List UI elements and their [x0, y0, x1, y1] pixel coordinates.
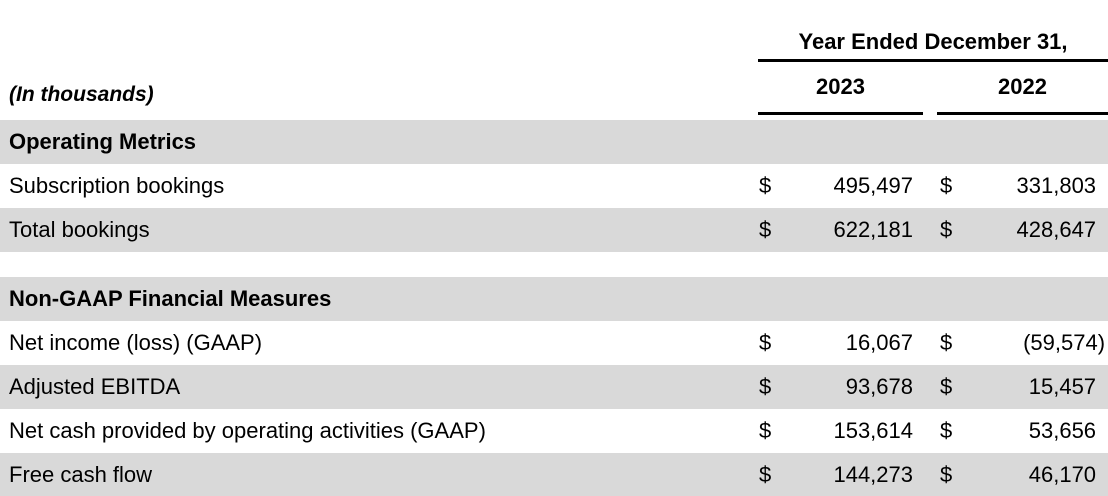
- row-label: Subscription bookings: [9, 173, 225, 198]
- currency-symbol: $: [758, 208, 792, 252]
- value-2023: 16,067: [845, 330, 913, 355]
- year-2023-header: 2023: [758, 60, 923, 115]
- section-title: Non-GAAP Financial Measures: [0, 277, 1108, 321]
- value-2022: 331,803: [1016, 173, 1097, 198]
- column-gap: [923, 453, 937, 496]
- units-label: (In thousands): [9, 82, 154, 106]
- column-gap: [923, 61, 937, 114]
- value-2023: 93,678: [792, 365, 923, 409]
- value-2023: 622,181: [792, 208, 923, 252]
- column-gap: [923, 164, 937, 208]
- section-header-operating-metrics: Operating Metrics: [0, 120, 1108, 164]
- value-2022: (59,574): [1023, 330, 1106, 355]
- row-label: Free cash flow: [0, 453, 758, 496]
- currency-symbol: $: [937, 208, 971, 252]
- currency-symbol: $: [759, 173, 772, 198]
- currency-symbol: $: [940, 330, 953, 355]
- value-2023: 495,497: [833, 173, 913, 198]
- column-gap: [923, 321, 937, 365]
- period-header: Year Ended December 31,: [758, 0, 1108, 62]
- currency-symbol: $: [940, 418, 953, 443]
- header-spacer-cell: [0, 0, 758, 61]
- currency-symbol: $: [937, 453, 971, 496]
- section-header-non-gaap: Non-GAAP Financial Measures: [0, 277, 1108, 321]
- row-label: Net income (loss) (GAAP): [9, 330, 263, 355]
- row-label: Net cash provided by operating activitie…: [9, 418, 486, 443]
- row-label: Total bookings: [0, 208, 758, 252]
- value-2022: 15,457: [971, 365, 1108, 409]
- table-row-net-income: Net income (loss) (GAAP) $ 16,067 $ (59,…: [0, 321, 1108, 365]
- column-gap: [923, 208, 937, 252]
- column-gap: [923, 409, 937, 453]
- row-label: Adjusted EBITDA: [0, 365, 758, 409]
- section-gap-row: [0, 252, 1108, 277]
- currency-symbol: $: [758, 453, 792, 496]
- column-gap: [923, 365, 937, 409]
- currency-symbol: $: [759, 330, 772, 355]
- currency-symbol: $: [940, 173, 953, 198]
- value-2023: 153,614: [833, 418, 913, 443]
- table-row-free-cash-flow: Free cash flow $ 144,273 $ 46,170: [0, 453, 1108, 496]
- section-title: Operating Metrics: [0, 120, 1108, 164]
- value-2023: 144,273: [792, 453, 923, 496]
- value-2022: 46,170: [971, 453, 1108, 496]
- table-row-net-cash-operating: Net cash provided by operating activitie…: [0, 409, 1108, 453]
- period-header-row: Year Ended December 31,: [0, 0, 1108, 62]
- currency-symbol: $: [937, 365, 971, 409]
- table-row-subscription-bookings: Subscription bookings $ 495,497 $ 331,80…: [0, 164, 1108, 208]
- currency-symbol: $: [758, 365, 792, 409]
- year-2022-header: 2022: [937, 60, 1108, 115]
- value-2022: 428,647: [971, 208, 1108, 252]
- currency-symbol: $: [759, 418, 772, 443]
- table-row-adjusted-ebitda: Adjusted EBITDA $ 93,678 $ 15,457: [0, 365, 1108, 409]
- year-header-row: (In thousands) 2023 2022: [0, 60, 1108, 115]
- value-2022: 53,656: [1028, 418, 1097, 443]
- table-row-total-bookings: Total bookings $ 622,181 $ 428,647: [0, 208, 1108, 252]
